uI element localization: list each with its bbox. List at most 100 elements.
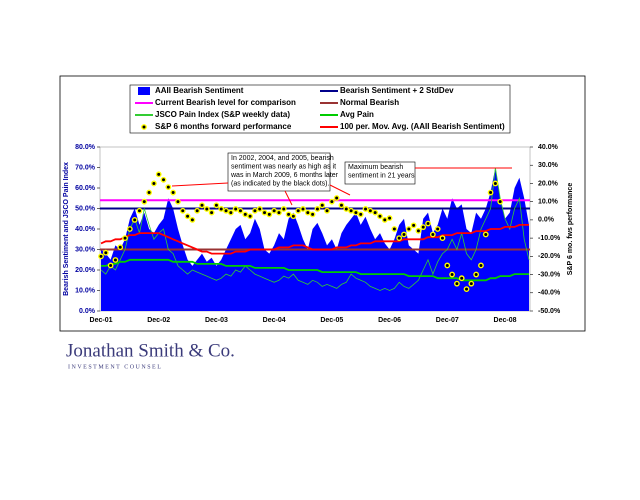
dot — [401, 231, 407, 238]
dot — [165, 184, 172, 190]
dot — [242, 211, 249, 218]
x-tick-label: Dec-08 — [494, 317, 517, 324]
dot — [141, 198, 148, 205]
legend-swatch — [141, 124, 147, 130]
dot — [405, 226, 412, 232]
dot — [112, 257, 119, 263]
arrow — [329, 184, 351, 196]
dot — [252, 207, 258, 214]
y2-tick-label: 30.0% — [538, 162, 559, 169]
y-tick-label: 80.0% — [75, 144, 96, 151]
x-tick-label: Dec-03 — [205, 317, 228, 324]
dot — [285, 211, 292, 218]
dot — [194, 207, 201, 214]
dot — [415, 227, 422, 234]
y2-tick-label: 40.0% — [538, 144, 559, 151]
dot — [175, 198, 181, 205]
dot — [463, 286, 470, 293]
dot — [381, 216, 388, 223]
annotations — [171, 152, 512, 206]
dot — [199, 202, 205, 209]
y-tick-label: 70.0% — [75, 164, 96, 171]
dot — [136, 207, 143, 214]
y2-tick-label: -30.0% — [538, 271, 561, 278]
dot — [425, 220, 431, 227]
x-tick-label: Dec-01 — [90, 317, 113, 324]
dot — [184, 213, 191, 220]
dot — [391, 226, 398, 232]
dot — [396, 235, 403, 242]
y2-tick-label: -40.0% — [538, 290, 561, 297]
dot — [458, 275, 465, 282]
dot — [429, 231, 436, 238]
dot — [300, 206, 306, 212]
y2-tick-label: -50.0% — [538, 308, 561, 315]
dot — [261, 209, 268, 216]
y2-tick-label: 0.0% — [538, 217, 555, 224]
y2-tick-label: -10.0% — [538, 235, 561, 242]
dot — [357, 211, 364, 218]
dot — [271, 207, 278, 214]
dot — [189, 216, 196, 223]
annotation-text: sentiment was nearly as high as it — [231, 163, 336, 170]
line — [100, 167, 530, 291]
plot-area — [97, 146, 533, 312]
legend-swatch — [138, 87, 150, 95]
x-tick-label: Dec-07 — [436, 317, 459, 324]
legend-label: 100 per. Mov. Avg. (AAII Bearish Sentime… — [340, 122, 505, 131]
dot — [151, 180, 157, 187]
dot — [208, 209, 215, 216]
dot — [372, 209, 379, 216]
dot — [348, 207, 354, 214]
y2-axis-label: S&P 6 mo. fws performance — [567, 183, 574, 276]
legend-label: Bearish Sentiment + 2 StdDev — [340, 86, 454, 95]
dot — [160, 176, 167, 183]
legend-label: JSCO Pain Index (S&P weekly data) — [155, 110, 290, 119]
legend-label: Current Bearish level for comparison — [155, 98, 296, 107]
dot — [333, 195, 340, 201]
x-tick-label: Dec-05 — [320, 317, 343, 324]
dot — [449, 271, 455, 278]
annotation-box — [344, 161, 416, 185]
dot — [280, 206, 287, 212]
dot — [328, 198, 335, 205]
area — [101, 167, 530, 311]
dot — [468, 280, 475, 287]
dot — [107, 262, 114, 269]
annotation-box — [227, 152, 331, 192]
y2-tick-label: 10.0% — [538, 199, 559, 206]
dot — [155, 171, 162, 178]
dot — [473, 271, 480, 278]
chart-frame — [59, 75, 586, 332]
dot — [338, 202, 345, 209]
dot — [377, 213, 383, 220]
y-tick-label: 40.0% — [75, 226, 96, 233]
y-tick-label: 0.0% — [79, 308, 96, 315]
dot — [247, 213, 253, 220]
dot — [386, 215, 393, 221]
dot — [497, 198, 504, 205]
dot — [122, 235, 128, 242]
y2-tick-label: -20.0% — [538, 253, 561, 260]
dot — [362, 206, 369, 212]
y-tick-label: 50.0% — [75, 205, 96, 212]
dot — [170, 189, 177, 196]
dot — [266, 211, 273, 218]
dot — [179, 207, 186, 214]
legend-label: AAII Bearish Sentiment — [155, 86, 244, 95]
line — [101, 258, 529, 282]
dot — [237, 207, 244, 214]
dot — [117, 244, 124, 251]
legend-label: Avg Pain — [340, 110, 374, 119]
legend-label: Normal Bearish — [340, 98, 399, 107]
dot — [444, 262, 451, 269]
dot — [410, 222, 417, 229]
y-tick-label: 20.0% — [75, 267, 96, 274]
dot — [146, 189, 152, 196]
dot — [218, 206, 225, 212]
y-tick-label: 30.0% — [75, 246, 96, 253]
y2-tick-label: 20.0% — [538, 180, 559, 187]
dot — [295, 207, 302, 214]
arrow — [171, 182, 229, 187]
